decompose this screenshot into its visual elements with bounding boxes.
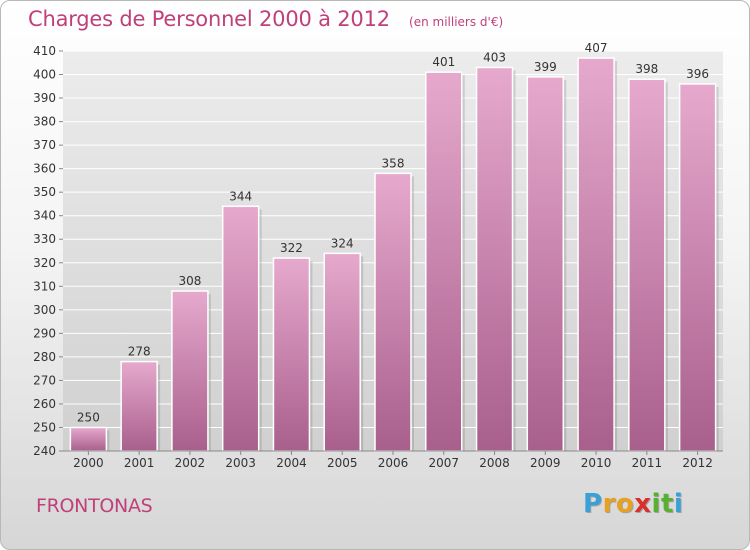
y-axis-labels: 240 250 260 270 280 290 300 310 320 330 340 350 360 3… (33, 44, 56, 458)
y-tick-label: 320 (33, 256, 56, 270)
chart-title: Charges de Personnel 2000 à 2012 (28, 7, 390, 31)
x-tick-label: 2002 (175, 456, 206, 470)
y-tick-label: 370 (33, 138, 56, 152)
bars (69, 57, 719, 452)
title-block: Charges de Personnel 2000 à 2012 (en mil… (28, 7, 503, 31)
value-labels: 250 278 308 344 322 324 358 401 403 399 407 398 396 (77, 41, 709, 424)
value-label: 398 (635, 62, 658, 76)
y-tick-label: 280 (33, 350, 56, 364)
y-tick-label: 350 (33, 185, 56, 199)
y-tick-label: 390 (33, 91, 56, 105)
logo-letter: o (615, 489, 635, 519)
logo-letter: i (651, 489, 661, 519)
x-tick-label: 2009 (530, 456, 561, 470)
logo-letter: t (660, 489, 674, 519)
logo-letter: x (634, 489, 652, 519)
bar-2006 (374, 172, 412, 452)
x-tick-label: 2008 (479, 456, 510, 470)
bar-2009 (526, 76, 565, 452)
bar-2004 (272, 257, 311, 452)
value-label: 358 (382, 156, 405, 170)
commune-name: FRONTONAS (36, 495, 153, 517)
y-tick-label: 270 (33, 373, 56, 387)
y-tick-label: 400 (33, 68, 56, 82)
x-tick-label: 2010 (581, 456, 612, 470)
y-tick-label: 300 (33, 303, 56, 317)
logo-letter: P (583, 489, 603, 519)
bar-2000 (69, 426, 108, 452)
x-tick-label: 2012 (682, 456, 713, 470)
value-label: 399 (534, 60, 557, 74)
value-label: 396 (686, 67, 709, 81)
logo-letter: i (673, 489, 684, 519)
y-tick-label: 330 (33, 232, 56, 246)
x-tick-label: 2005 (327, 456, 358, 470)
value-label: 322 (280, 241, 303, 255)
value-label: 403 (483, 50, 506, 64)
value-label: 407 (585, 41, 608, 55)
bar-2001 (120, 360, 158, 452)
y-tick-label: 360 (33, 162, 56, 176)
bar-2011 (628, 78, 666, 452)
x-tick-label: 2011 (632, 456, 663, 470)
bar-2002 (171, 290, 209, 452)
bar-2003 (221, 205, 260, 452)
x-tick-label: 2003 (225, 456, 256, 470)
bar-2008 (475, 66, 514, 452)
y-tick-label: 380 (33, 115, 56, 129)
value-label: 250 (77, 410, 100, 424)
bar-2007 (425, 71, 463, 452)
x-tick-label: 2007 (428, 456, 459, 470)
y-tick-label: 310 (33, 279, 56, 293)
value-label: 278 (128, 345, 151, 359)
value-label: 308 (178, 274, 201, 288)
value-label: 324 (331, 236, 354, 250)
value-label: 344 (229, 189, 252, 203)
x-tick-label: 2004 (276, 456, 307, 470)
value-label: 401 (432, 55, 455, 69)
y-tick-label: 340 (33, 209, 56, 223)
y-tick-label: 250 (33, 420, 56, 434)
y-tick-label: 240 (33, 444, 56, 458)
bar-2010 (577, 57, 615, 452)
x-tick-label: 2000 (73, 456, 104, 470)
bar-2005 (323, 252, 361, 452)
bar-2012 (678, 83, 717, 452)
proxiti-logo: Proxiti (583, 489, 683, 519)
y-tick-label: 410 (33, 44, 56, 58)
x-axis-labels: 2000 2001 2002 2003 2004 2005 2006 2007 2008 2009… (73, 451, 713, 470)
x-tick-label: 2001 (124, 456, 155, 470)
y-tick-label: 260 (33, 397, 56, 411)
chart-subtitle: (en milliers d'€) (409, 15, 504, 29)
logo-letter: r (602, 489, 616, 519)
x-tick-label: 2006 (378, 456, 409, 470)
y-tick-label: 290 (33, 326, 56, 340)
